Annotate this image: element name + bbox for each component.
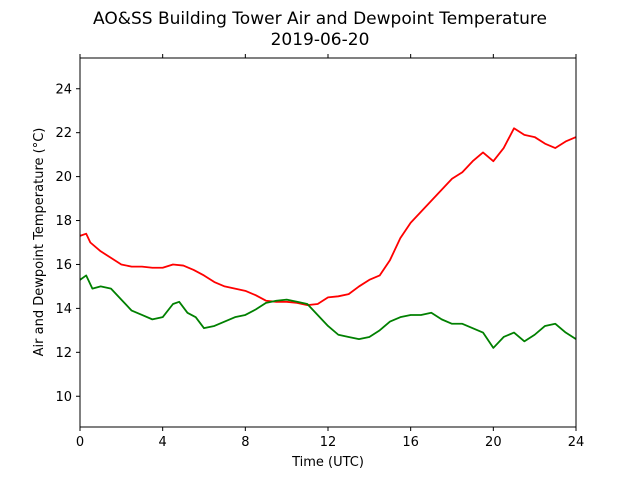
chart-title: AO&SS Building Tower Air and Dewpoint Te… [93, 9, 547, 29]
y-axis-label: Air and Dewpoint Temperature (°C) [32, 128, 47, 357]
x-axis-label: Time (UTC) [291, 455, 364, 470]
y-tick-label: 18 [55, 214, 72, 229]
chart-subtitle: 2019-06-20 [271, 30, 370, 50]
series-line-0 [79, 127, 577, 306]
y-tick-label: 14 [55, 302, 72, 317]
y-tick-label: 12 [55, 346, 72, 361]
y-tick-label: 20 [55, 170, 72, 185]
series-line-1 [79, 274, 577, 349]
tick-layer: 0 4 8 12 16 20 24 10 12 14 16 18 20 22 24 [55, 54, 584, 450]
x-tick-label: 24 [568, 435, 585, 450]
x-tick-label: 20 [485, 435, 502, 450]
series-layer [79, 127, 577, 349]
plot-frame [79, 57, 577, 428]
y-tick-label: 24 [55, 82, 72, 97]
x-tick-label: 4 [159, 435, 167, 450]
x-tick-label: 0 [76, 435, 84, 450]
y-tick-label: 10 [55, 390, 72, 405]
y-tick-label: 22 [55, 126, 72, 141]
x-tick-label: 16 [402, 435, 419, 450]
x-tick-label: 12 [320, 435, 337, 450]
y-tick-label: 16 [55, 258, 72, 273]
x-tick-label: 8 [241, 435, 249, 450]
